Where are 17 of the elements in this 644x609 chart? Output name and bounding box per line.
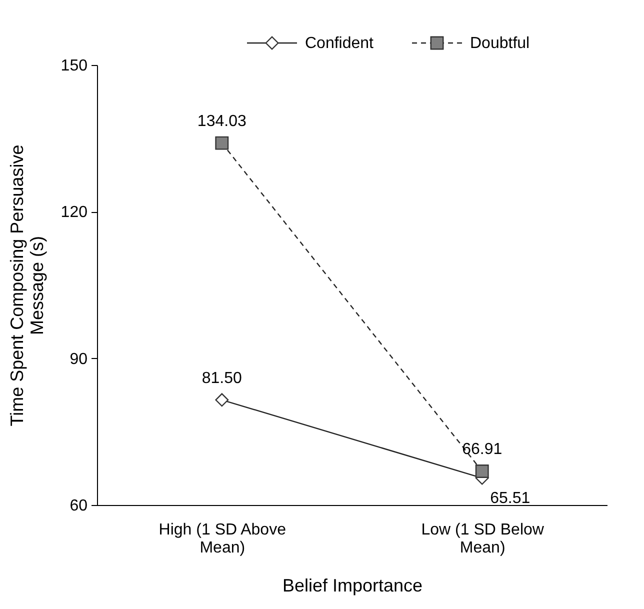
x-axis-title: Belief Importance — [282, 576, 423, 596]
point — [475, 464, 489, 478]
text: 66.91 — [462, 441, 502, 458]
point — [215, 136, 229, 150]
y-tick-label: 90 — [70, 350, 88, 368]
text: 134.03 — [197, 113, 246, 130]
y-axis-title: Time Spent Composing Persuasive Message (s) — [6, 144, 47, 426]
y-tick-label: 60 — [70, 498, 88, 514]
y-tick-label: 150 — [60, 58, 88, 74]
legend-label: Confident — [305, 35, 374, 52]
legend-label: Doubtful — [470, 35, 530, 52]
y-tick-label: 120 — [60, 204, 88, 222]
text: 81.50 — [202, 370, 242, 387]
x-tick-label: High (1 SD Above Mean) — [158, 522, 286, 556]
point — [215, 393, 229, 407]
text: 65.51 — [490, 490, 530, 508]
x-tick-label: Low (1 SD Below Mean) — [421, 522, 544, 556]
